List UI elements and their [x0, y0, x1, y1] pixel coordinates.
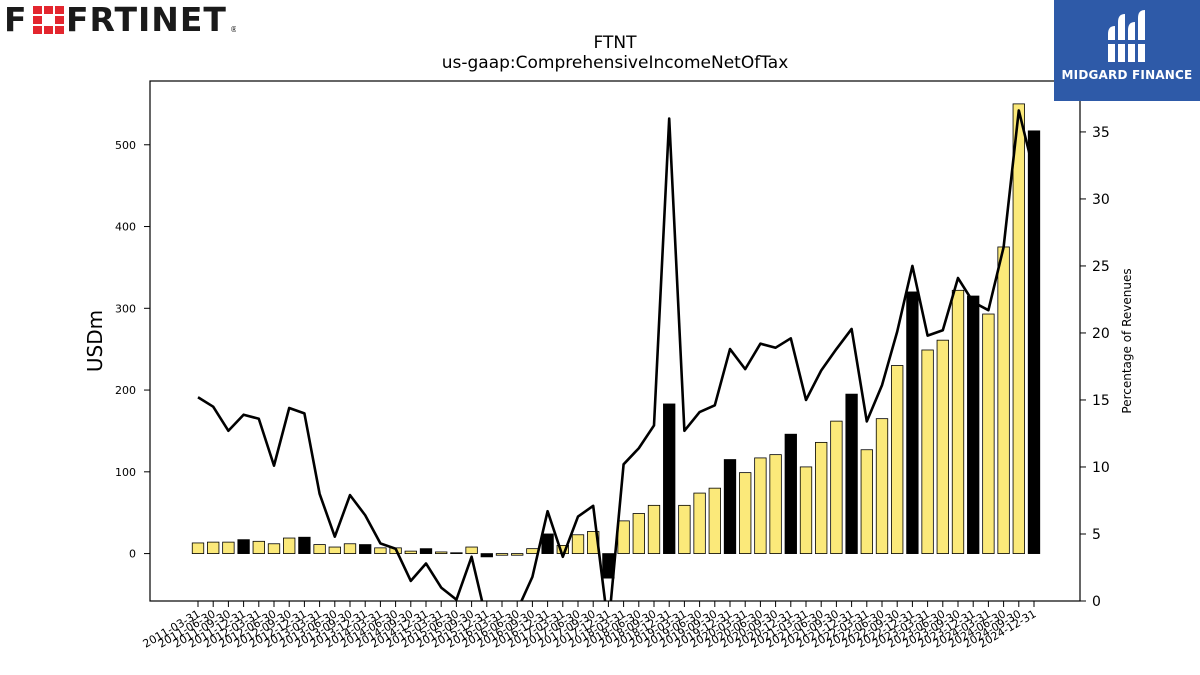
bar [541, 533, 554, 554]
line-series [197, 109, 1036, 601]
y2-tick-label: 0 [1092, 594, 1101, 610]
bar [374, 547, 387, 554]
bar [647, 504, 661, 554]
bar [906, 291, 919, 554]
bar [465, 546, 478, 554]
fortinet-grid-icon [33, 6, 64, 34]
y-tick-label: 100 [115, 466, 136, 479]
bar [191, 542, 205, 554]
y2-tick-label: 20 [1092, 326, 1110, 342]
bar [480, 553, 493, 558]
bar [860, 449, 873, 554]
bar [632, 513, 645, 554]
chart-subtitle: us-gaap:ComprehensiveIncomeNetOfTax [442, 53, 789, 73]
bar [693, 492, 706, 554]
y2-tick-label: 15 [1092, 393, 1110, 409]
y2-tick-label: 30 [1092, 192, 1110, 208]
bar [1012, 103, 1025, 554]
midgard-m-icon [1106, 10, 1148, 62]
bar [951, 289, 965, 554]
bar [967, 295, 980, 554]
bar [222, 541, 235, 554]
bar [997, 246, 1010, 554]
bar [404, 550, 417, 554]
svg-text:F: F [4, 2, 28, 36]
bar [663, 403, 676, 554]
bar [237, 539, 250, 554]
bar [359, 544, 372, 554]
y-axis-label: USDm [83, 310, 107, 372]
bar [283, 537, 296, 554]
bar [617, 520, 630, 554]
bar [936, 339, 949, 554]
bar [1027, 130, 1041, 554]
bar [419, 548, 433, 554]
bar [708, 487, 721, 554]
bar [571, 534, 585, 554]
bar-series [191, 103, 1041, 579]
bar [526, 548, 539, 554]
fortinet-registered-mark: ® [230, 25, 236, 34]
bar [313, 544, 326, 554]
bar [435, 551, 448, 554]
bar [723, 459, 737, 554]
bar [799, 466, 813, 554]
bar [207, 541, 220, 554]
bar [739, 472, 752, 554]
bar [267, 543, 281, 554]
midgard-wordmark: MIDGARD FINANCE [1061, 68, 1193, 82]
plot-frame [149, 80, 1081, 602]
bar [328, 546, 341, 554]
y-tick-label: 300 [115, 302, 136, 315]
y-tick-label: 200 [115, 384, 136, 397]
y2-tick-label: 5 [1092, 527, 1101, 543]
midgard-finance-logo: MIDGARD FINANCE [1054, 0, 1200, 101]
y-tick-label: 0 [129, 548, 136, 561]
bar [511, 553, 524, 556]
bar [343, 543, 357, 554]
fortinet-logo-mark: F FRTINET ® [4, 0, 238, 39]
fortinet-logo: F FRTINET ® [4, 0, 238, 39]
bar [784, 433, 797, 554]
axes: 0100200300400500051015202530352011-03-31… [115, 125, 1110, 651]
bar [815, 441, 828, 554]
y2-tick-label: 35 [1092, 125, 1110, 141]
bar [875, 418, 889, 554]
bar [754, 457, 767, 554]
bar [845, 393, 858, 554]
bar [495, 553, 509, 556]
bar [891, 365, 904, 554]
bar [678, 504, 691, 554]
line-path [197, 109, 1036, 601]
fortinet-wordmark: FRTINET [66, 2, 227, 36]
bar [769, 454, 782, 554]
y2-tick-label: 25 [1092, 259, 1110, 275]
bar [830, 420, 843, 554]
y2-tick-label: 10 [1092, 460, 1110, 476]
bar [252, 540, 265, 554]
bar [982, 313, 995, 554]
y-tick-label: 500 [115, 139, 136, 152]
chart-title: FTNT [594, 33, 638, 53]
bar [298, 536, 311, 554]
y2-axis-label: Percentage of Revenues [1120, 268, 1134, 413]
bar [450, 552, 463, 554]
y-tick-label: 400 [115, 221, 136, 234]
bar [921, 349, 934, 554]
